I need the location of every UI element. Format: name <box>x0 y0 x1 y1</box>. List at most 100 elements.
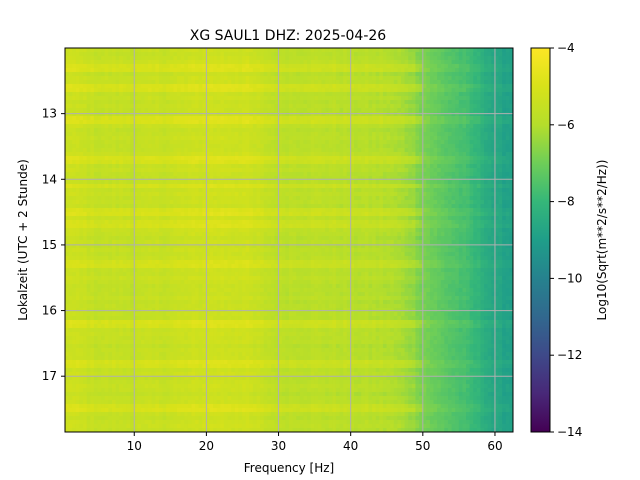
heatmap-cell <box>411 112 417 117</box>
heatmap-cell <box>321 116 326 121</box>
heatmap-cell <box>335 128 341 133</box>
heatmap-cell <box>173 52 178 57</box>
heatmap-cell <box>79 80 84 85</box>
heatmap-cell <box>184 48 189 53</box>
heatmap-cell <box>433 156 438 161</box>
heatmap-cell <box>202 48 207 53</box>
heatmap-cell <box>382 88 388 93</box>
heatmap-cell <box>130 132 135 137</box>
heatmap-cell <box>238 152 243 157</box>
heatmap-cell <box>491 176 496 181</box>
heatmap-cell <box>187 72 193 77</box>
heatmap-cell <box>397 168 402 173</box>
heatmap-cell <box>216 204 221 209</box>
heatmap-cell <box>209 96 214 101</box>
heatmap-cell <box>390 148 395 153</box>
heatmap-cell <box>408 164 413 169</box>
heatmap-cell <box>191 48 196 53</box>
heatmap-cell <box>83 120 88 125</box>
heatmap-cell <box>119 164 124 169</box>
heatmap-cell <box>245 100 250 105</box>
heatmap-cell <box>451 164 456 169</box>
heatmap-cell <box>509 104 513 109</box>
heatmap-cell <box>249 80 254 85</box>
heatmap-cell <box>411 168 417 173</box>
heatmap-cell <box>466 196 471 201</box>
heatmap-cell <box>487 204 492 209</box>
heatmap-cell <box>144 204 149 209</box>
heatmap-cell <box>83 116 88 121</box>
heatmap-cell <box>491 196 496 201</box>
heatmap-cell <box>72 52 77 57</box>
heatmap-cell <box>122 208 128 213</box>
heatmap-cell <box>368 104 373 109</box>
heatmap-cell <box>469 72 474 77</box>
heatmap-cell <box>65 76 70 81</box>
heatmap-cell <box>133 180 138 185</box>
heatmap-cell <box>177 88 182 93</box>
heatmap-cell <box>79 72 84 77</box>
heatmap-cell <box>335 160 341 165</box>
heatmap-cell <box>285 84 290 89</box>
heatmap-cell <box>155 116 160 121</box>
heatmap-cell <box>101 140 106 145</box>
heatmap-cell <box>65 108 70 113</box>
heatmap-cell <box>393 76 398 81</box>
heatmap-cell <box>104 72 109 77</box>
heatmap-cell <box>177 168 182 173</box>
heatmap-cell <box>314 76 319 81</box>
heatmap-cell <box>158 176 164 181</box>
heatmap-cell <box>444 128 449 133</box>
heatmap-cell <box>97 48 102 53</box>
heatmap-cell <box>111 120 117 125</box>
heatmap-cell <box>65 184 70 189</box>
heatmap-cell <box>375 128 380 133</box>
heatmap-cell <box>83 196 88 201</box>
heatmap-cell <box>462 132 467 137</box>
heatmap-cell <box>83 76 88 81</box>
heatmap-cell <box>437 204 442 209</box>
heatmap-cell <box>104 176 109 181</box>
heatmap-cell <box>79 144 84 149</box>
heatmap-cell <box>104 68 109 73</box>
heatmap-cell <box>101 204 106 209</box>
heatmap-cell <box>310 176 315 181</box>
heatmap-cell <box>270 180 276 185</box>
heatmap-cell <box>397 144 402 149</box>
heatmap-cell <box>498 96 503 101</box>
heatmap-cell <box>346 136 352 141</box>
heatmap-cell <box>97 108 102 113</box>
heatmap-cell <box>101 192 106 197</box>
heatmap-cell <box>104 200 109 205</box>
heatmap-cell <box>213 176 218 181</box>
heatmap-cell <box>473 204 478 209</box>
heatmap-cell <box>104 192 109 197</box>
heatmap-cell <box>386 112 391 117</box>
heatmap-cell <box>440 196 445 201</box>
heatmap-cell <box>440 136 445 141</box>
heatmap-cell <box>292 100 297 105</box>
heatmap-cell <box>158 68 164 73</box>
heatmap-cell <box>133 80 138 85</box>
heatmap-cell <box>223 204 229 209</box>
heatmap-cell <box>473 152 478 157</box>
heatmap-cell <box>299 196 305 201</box>
heatmap-cell <box>317 172 323 177</box>
heatmap-cell <box>364 168 370 173</box>
heatmap-cell <box>263 76 268 81</box>
heatmap-cell <box>177 180 182 185</box>
heatmap-cell <box>216 136 221 141</box>
heatmap-cell <box>65 132 70 137</box>
heatmap-cell <box>115 144 120 149</box>
heatmap-cell <box>177 132 182 137</box>
heatmap-cell <box>267 200 272 205</box>
heatmap-cell <box>281 148 286 153</box>
heatmap-cell <box>274 76 279 81</box>
heatmap-cell <box>303 120 308 125</box>
heatmap-cell <box>220 100 225 105</box>
heatmap-cell <box>242 68 247 73</box>
heatmap-cell <box>104 156 109 161</box>
heatmap-cell <box>382 164 388 169</box>
heatmap-cell <box>422 108 427 113</box>
heatmap-cell <box>469 76 474 81</box>
